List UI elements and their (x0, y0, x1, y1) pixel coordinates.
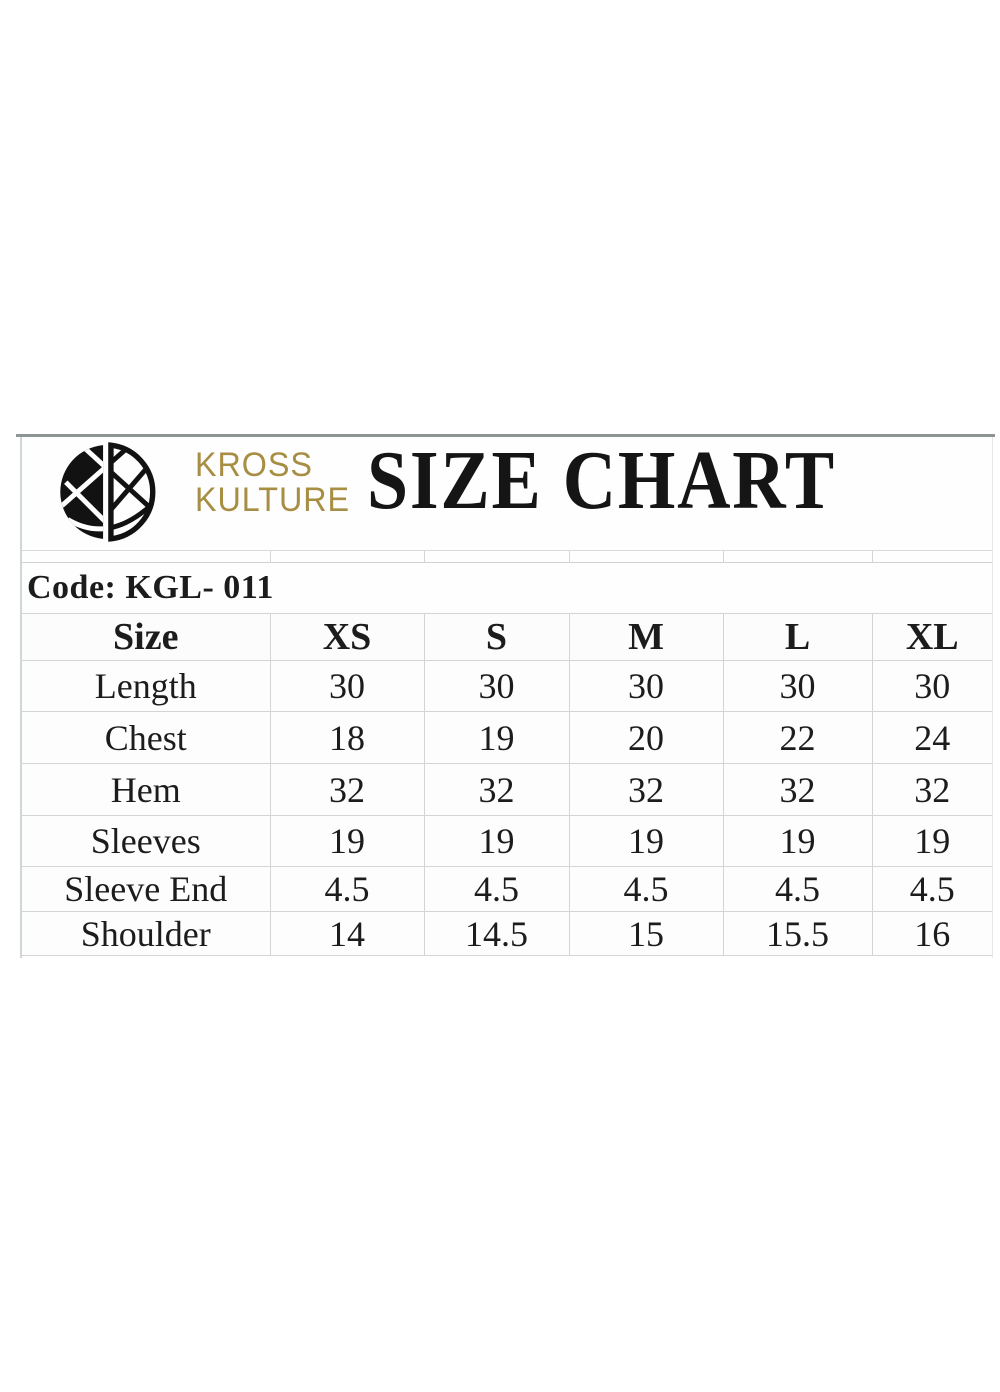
row-label: Shoulder (22, 911, 271, 956)
table-row-sleeves: Sleeves 19 19 19 19 19 (22, 815, 992, 867)
cell-value: 30 (871, 660, 992, 712)
cell-value: 4.5 (871, 866, 992, 912)
cell-value: 4.5 (722, 866, 873, 912)
row-label: Hem (22, 763, 271, 816)
brand-name-line2: KULTURE (195, 481, 351, 519)
top-divider-line (16, 434, 995, 437)
header: KROSS KULTURE SIZE CHART (22, 434, 992, 550)
table-row-shoulder: Shoulder 14 14.5 15 15.5 16 (22, 911, 992, 956)
page-title: SIZE CHART (367, 434, 836, 527)
grid-tick (270, 551, 271, 562)
product-code-row: Code: KGL- 011 (22, 563, 992, 613)
table-row-length: Length 30 30 30 30 30 (22, 660, 992, 712)
column-header-xl: XL (871, 613, 992, 661)
cell-value: 19 (423, 815, 570, 867)
column-header-m: M (568, 613, 724, 661)
cell-value: 32 (269, 763, 425, 816)
column-header-s: S (423, 613, 570, 661)
column-header-xs: XS (269, 613, 425, 661)
cell-value: 14.5 (423, 911, 570, 956)
cell-value: 32 (423, 763, 570, 816)
grid-tick (723, 551, 724, 562)
cell-value: 20 (568, 711, 724, 764)
row-label: Sleeves (22, 815, 271, 867)
cell-value: 4.5 (423, 866, 570, 912)
cell-value: 19 (269, 815, 425, 867)
cell-value: 30 (568, 660, 724, 712)
cell-value: 30 (269, 660, 425, 712)
column-header-l: L (722, 613, 873, 661)
size-chart-panel: KROSS KULTURE SIZE CHART Code: KGL- 011 … (20, 434, 993, 958)
product-code-text: Code: KGL- 011 (27, 569, 274, 606)
table-row-sleeve-end: Sleeve End 4.5 4.5 4.5 4.5 4.5 (22, 866, 992, 912)
cell-value: 14 (269, 911, 425, 956)
cell-value: 19 (722, 815, 873, 867)
spacer-row (22, 550, 992, 563)
grid-tick (569, 551, 570, 562)
cell-value: 30 (722, 660, 873, 712)
cell-value: 18 (269, 711, 425, 764)
cell-value: 19 (871, 815, 992, 867)
cell-value: 30 (423, 660, 570, 712)
cell-value: 15 (568, 911, 724, 956)
table-row-chest: Chest 18 19 20 22 24 (22, 711, 992, 764)
cell-value: 16 (871, 911, 992, 956)
row-label: Length (22, 660, 271, 712)
row-label: Chest (22, 711, 271, 764)
cell-value: 19 (423, 711, 570, 764)
cell-value: 4.5 (568, 866, 724, 912)
table-header-row: Size XS S M L XL (22, 613, 992, 661)
column-header-size: Size (22, 613, 271, 661)
size-table: Size XS S M L XL Length 30 30 30 30 30 C… (22, 613, 992, 956)
brand-name-line1: KROSS (195, 446, 313, 484)
cell-value: 32 (568, 763, 724, 816)
cell-value: 22 (722, 711, 873, 764)
table-row-hem: Hem 32 32 32 32 32 (22, 763, 992, 816)
cell-value: 4.5 (269, 866, 425, 912)
cell-value: 32 (871, 763, 992, 816)
row-label: Sleeve End (22, 866, 271, 912)
grid-tick (424, 551, 425, 562)
brand-name: KROSS KULTURE (195, 448, 350, 518)
kross-kulture-logo-icon (56, 441, 158, 543)
cell-value: 32 (722, 763, 873, 816)
cell-value: 15.5 (722, 911, 873, 956)
cell-value: 24 (871, 711, 992, 764)
grid-tick (872, 551, 873, 562)
cell-value: 19 (568, 815, 724, 867)
